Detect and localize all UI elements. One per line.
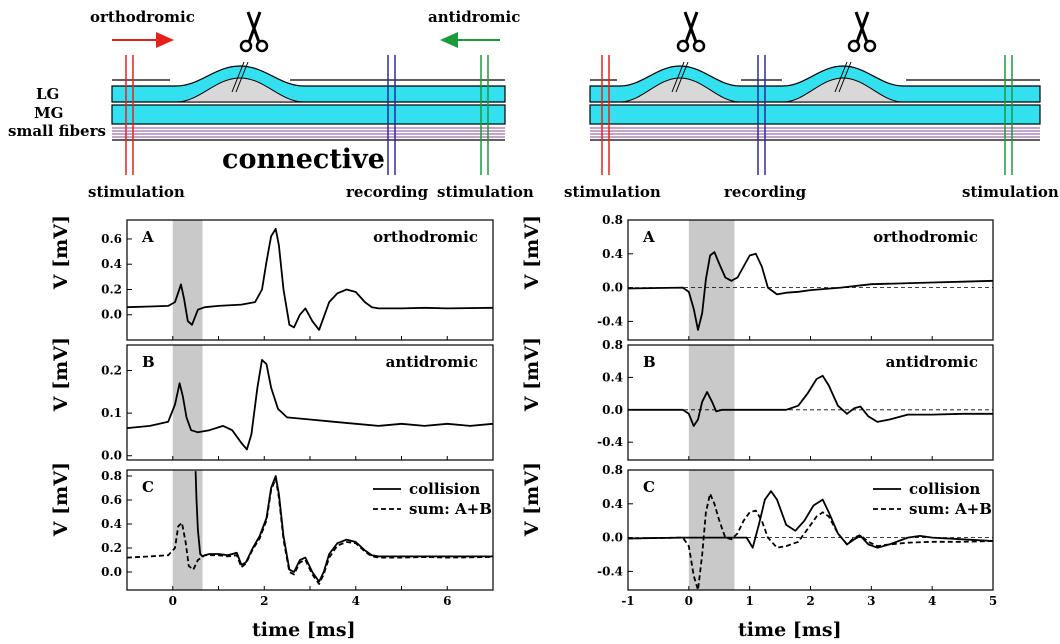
y-tick-label: 0.4	[101, 517, 122, 531]
panel-letter: A	[141, 228, 154, 246]
y-tick-label: 0.0	[602, 403, 623, 417]
stimulation-label-left: stimulation	[564, 183, 661, 201]
y-axis-label: V [mV]	[521, 337, 543, 412]
y-tick-label: 0.4	[602, 247, 623, 261]
stimulus-window	[688, 470, 735, 590]
series-line-sum-a-b	[127, 477, 493, 585]
stimulation-electrode-right	[480, 55, 489, 175]
recording-electrode	[387, 55, 396, 175]
series-line-trace	[127, 227, 493, 331]
x-tick-label: 0	[685, 594, 693, 608]
lg-label: LG	[36, 85, 59, 103]
y-tick-label: 0.0	[101, 449, 122, 463]
x-tick-label: 2	[806, 594, 814, 608]
y-tick-label: 0.2	[101, 364, 122, 378]
panel-label: antidromic	[386, 353, 478, 371]
x-tick-label: 0	[169, 594, 177, 608]
x-tick-label: 4	[928, 594, 936, 608]
stimulation-electrode-left	[125, 55, 134, 175]
y-axis-label: V [mV]	[521, 462, 543, 537]
small-fibers-label: small fibers	[8, 122, 106, 140]
x-tick-label: 2	[260, 594, 268, 608]
y-tick-label: 0.4	[602, 370, 623, 384]
x-axis-label-left: time [ms]	[252, 619, 356, 641]
panel-label: orthodromic	[373, 228, 478, 246]
y-tick-label: 0.8	[602, 338, 623, 352]
stimulation-electrode-left	[601, 55, 610, 175]
stimulation-label-left: stimulation	[88, 183, 185, 201]
y-tick-label: -0.4	[597, 314, 623, 328]
nerve-cord	[589, 61, 1041, 141]
antidromic-label: antidromic	[428, 8, 520, 26]
connective-label: connective	[222, 144, 385, 175]
y-tick-label: 0.1	[101, 406, 122, 420]
y-tick-label: 0.0	[101, 565, 122, 579]
stimulation-electrode-right	[1004, 55, 1013, 175]
legend-label: sum: A+B	[409, 500, 492, 518]
y-tick-label: -0.4	[597, 435, 623, 449]
y-tick-label: 0.2	[101, 541, 122, 555]
scissors-icon	[676, 11, 706, 53]
x-tick-label: -1	[621, 594, 634, 608]
y-axis-label: V [mV]	[50, 337, 72, 412]
legend-label: collision	[409, 480, 480, 498]
legend-label: collision	[909, 480, 980, 498]
panel-letter: A	[642, 228, 655, 246]
legend-label: sum: A+B	[909, 500, 992, 518]
stimulation-label-right: stimulation	[437, 183, 534, 201]
scissors-icon	[239, 11, 269, 53]
y-tick-label: 0.4	[602, 497, 623, 511]
x-tick-label: 5	[989, 594, 997, 608]
panel-letter: C	[643, 478, 655, 496]
y-tick-label: -0.4	[597, 564, 623, 578]
series-line-trace	[127, 359, 493, 451]
schematic-right: stimulation recording stimulation	[564, 11, 1059, 201]
y-tick-label: 0.4	[101, 257, 122, 271]
scissors-icon	[847, 11, 877, 53]
x-tick-label: 1	[745, 594, 753, 608]
series-line-trace	[628, 251, 993, 331]
x-tick-label: 6	[443, 594, 451, 608]
y-tick-label: 0.0	[101, 308, 122, 322]
x-tick-label: 4	[352, 594, 360, 608]
y-tick-label: 0.8	[602, 463, 623, 477]
y-axis-label: V [mV]	[521, 215, 543, 290]
panel-label: orthodromic	[873, 228, 978, 246]
y-tick-label: 0.0	[602, 281, 623, 295]
panel-label: antidromic	[886, 353, 978, 371]
x-tick-label: 3	[867, 594, 875, 608]
panel-letter: C	[142, 478, 154, 496]
y-tick-label: 0.8	[101, 469, 122, 483]
x-axis-label-right: time [ms]	[738, 619, 842, 641]
y-tick-label: 0.2	[101, 282, 122, 296]
y-tick-label: 0.6	[101, 493, 122, 507]
y-tick-label: 0.6	[101, 232, 122, 246]
recording-label: recording	[724, 183, 807, 201]
panel-letter: B	[643, 353, 656, 371]
recording-electrode	[757, 55, 766, 175]
y-tick-label: 0.8	[602, 213, 623, 227]
recording-label: recording	[346, 183, 429, 201]
y-axis-label: V [mV]	[50, 462, 72, 537]
stimulation-label-right: stimulation	[962, 183, 1059, 201]
panel-letter: B	[142, 353, 155, 371]
y-tick-label: 0.0	[602, 531, 623, 545]
mg-label: MG	[34, 104, 63, 122]
series-line-sum-a-b	[628, 492, 993, 590]
stimulus-window	[172, 345, 203, 460]
y-axis-label: V [mV]	[50, 215, 72, 290]
schematic-left: orthodromic antidromic LG MG small fiber…	[8, 8, 534, 201]
orthodromic-label: orthodromic	[90, 8, 195, 26]
nerve-cord	[111, 61, 506, 141]
series-line-trace	[628, 374, 993, 427]
